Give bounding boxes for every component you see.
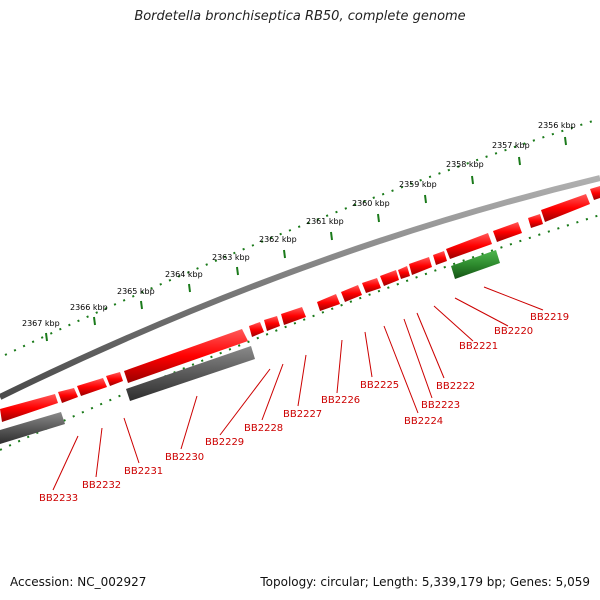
gene-label[interactable]: BB2219: [530, 312, 569, 323]
gene-arrow[interactable]: [493, 222, 522, 242]
scale-label-2362: 2362 kbp: [259, 235, 297, 244]
scale-label-2356: 2356 kbp: [538, 121, 576, 130]
gene-arrow[interactable]: [341, 285, 362, 302]
scale-label-2365: 2365 kbp: [117, 287, 155, 296]
gene-labels: BB2219 BB2220 BB2221 BB2222 BB2223 BB222…: [39, 312, 569, 504]
gene-label[interactable]: BB2228: [244, 423, 283, 434]
scale-label-2364: 2364 kbp: [165, 270, 203, 279]
scale-tick: [236, 266, 239, 276]
scale-track: [4, 119, 597, 356]
scale-tick: [564, 136, 567, 146]
gene-arrow[interactable]: [317, 294, 340, 311]
rna-gene-bar[interactable]: [451, 250, 500, 279]
pseudo-gene-bar[interactable]: [126, 346, 255, 401]
scale-tick: [377, 213, 380, 223]
gene-label[interactable]: BB2232: [82, 480, 121, 491]
gene-label[interactable]: BB2226: [321, 395, 360, 406]
gene-label[interactable]: BB2225: [360, 380, 399, 391]
gene-label[interactable]: BB2230: [165, 452, 204, 463]
scale-labels: 2356 kbp 2357 kbp 2358 kbp 2359 kbp 2360…: [22, 121, 576, 328]
scale-label-2359: 2359 kbp: [399, 180, 437, 189]
scale-tick: [330, 231, 333, 241]
gene-label[interactable]: BB2223: [421, 400, 460, 411]
scale-tick: [518, 156, 521, 166]
genome-summary: Topology: circular; Length: 5,339,179 bp…: [260, 575, 590, 589]
scale-label-2358: 2358 kbp: [446, 160, 484, 169]
gene-arrow[interactable]: [541, 194, 590, 222]
scale-tick: [188, 283, 191, 293]
pseudo-gene-bar[interactable]: [0, 412, 65, 444]
scale-tick: [45, 332, 48, 342]
gene-arrow[interactable]: [281, 307, 306, 325]
gene-label[interactable]: BB2231: [124, 466, 163, 477]
gene-arrow[interactable]: [398, 266, 410, 279]
gene-label[interactable]: BB2222: [436, 381, 475, 392]
scale-label-2361: 2361 kbp: [306, 217, 344, 226]
scale-tick: [93, 316, 96, 326]
gene-arrow[interactable]: [380, 270, 399, 286]
gene-label[interactable]: BB2233: [39, 493, 78, 504]
gene-label[interactable]: BB2224: [404, 416, 443, 427]
scale-label-2367: 2367 kbp: [22, 319, 60, 328]
gene-arrow[interactable]: [528, 214, 543, 228]
scale-label-2366: 2366 kbp: [70, 303, 108, 312]
gene-arrow[interactable]: [0, 394, 58, 422]
genome-backbone: [0, 175, 600, 400]
gene-arrow[interactable]: [124, 329, 248, 383]
scale-tick: [283, 249, 286, 259]
gene-arrow[interactable]: [264, 316, 280, 331]
gene-arrow[interactable]: [409, 257, 432, 275]
page-title: Bordetella bronchiseptica RB50, complete…: [134, 9, 466, 24]
reverse-features: [0, 250, 500, 444]
scale-tick: [471, 175, 474, 185]
gene-arrow[interactable]: [249, 322, 264, 337]
label-leaders: [52, 286, 544, 491]
gene-arrow[interactable]: [433, 251, 447, 265]
scale-tick: [424, 194, 427, 204]
gene-arrow[interactable]: [58, 388, 78, 403]
scale-label-2360: 2360 kbp: [352, 199, 390, 208]
gene-arrow[interactable]: [77, 378, 107, 396]
scale-label-2363: 2363 kbp: [212, 253, 250, 262]
forward-genes: [0, 186, 600, 422]
gene-arrow[interactable]: [590, 186, 600, 200]
scale-ticks: [45, 136, 567, 342]
scale-tick: [140, 300, 143, 310]
gene-arrow[interactable]: [106, 372, 123, 386]
gene-arrow[interactable]: [446, 233, 492, 259]
accession-label: Accession: NC_002927: [10, 575, 147, 589]
gene-arrow[interactable]: [362, 278, 381, 293]
gene-label[interactable]: BB2227: [283, 409, 322, 420]
gene-label[interactable]: BB2220: [494, 326, 533, 337]
scale-label-2357: 2357 kbp: [492, 141, 530, 150]
gene-label[interactable]: BB2229: [205, 437, 244, 448]
gene-label[interactable]: BB2221: [459, 341, 498, 352]
